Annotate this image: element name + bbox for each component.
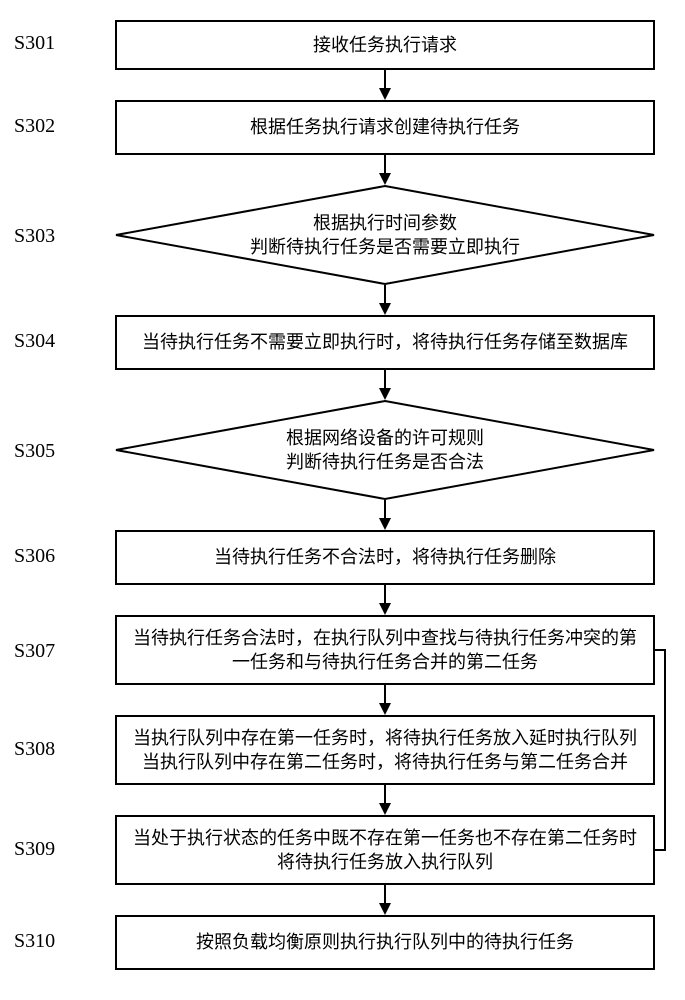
process-box: 当待执行任务不合法时，将待执行任务删除 <box>115 530 655 585</box>
arrow-down <box>377 785 393 815</box>
arrow-down <box>377 70 393 100</box>
step-label: S308 <box>14 738 55 761</box>
decision-diamond: 根据网络设备的许可规则判断待执行任务是否合法 <box>115 400 655 500</box>
step-label: S303 <box>14 225 55 248</box>
step-label: S309 <box>14 838 55 861</box>
step-label: S307 <box>14 640 55 663</box>
arrow-down <box>377 370 393 400</box>
connector-line <box>664 649 666 851</box>
decision-text: 根据执行时间参数判断待执行任务是否需要立即执行 <box>115 185 655 285</box>
step-label: S310 <box>14 930 55 953</box>
process-box: 当待执行任务不需要立即执行时，将待执行任务存储至数据库 <box>115 315 655 370</box>
arrow-down <box>377 585 393 615</box>
flowchart-canvas: S301 接收任务执行请求 S302 根据任务执行请求创建待执行任务 S303 根据执行时… <box>0 0 685 1000</box>
arrow-down <box>377 285 393 315</box>
decision-diamond: 根据执行时间参数判断待执行任务是否需要立即执行 <box>115 185 655 285</box>
arrow-down <box>377 155 393 185</box>
step-label: S305 <box>14 440 55 463</box>
connector-line <box>655 849 665 851</box>
step-label: S304 <box>14 330 55 353</box>
arrow-down <box>377 500 393 530</box>
step-label: S301 <box>14 32 55 55</box>
step-label: S306 <box>14 545 55 568</box>
decision-text: 根据网络设备的许可规则判断待执行任务是否合法 <box>115 400 655 500</box>
process-box: 当执行队列中存在第一任务时，将待执行任务放入延时执行队列当执行队列中存在第二任务… <box>115 715 655 785</box>
arrow-down <box>377 885 393 915</box>
process-box: 根据任务执行请求创建待执行任务 <box>115 100 655 155</box>
process-box: 当处于执行状态的任务中既不存在第一任务也不存在第二任务时将待执行任务放入执行队列 <box>115 815 655 885</box>
process-box: 接收任务执行请求 <box>115 20 655 70</box>
process-box: 当待执行任务合法时，在执行队列中查找与待执行任务冲突的第一任务和与待执行任务合并… <box>115 615 655 685</box>
process-box: 按照负载均衡原则执行执行队列中的待执行任务 <box>115 915 655 970</box>
arrow-down <box>377 685 393 715</box>
step-label: S302 <box>14 115 55 138</box>
